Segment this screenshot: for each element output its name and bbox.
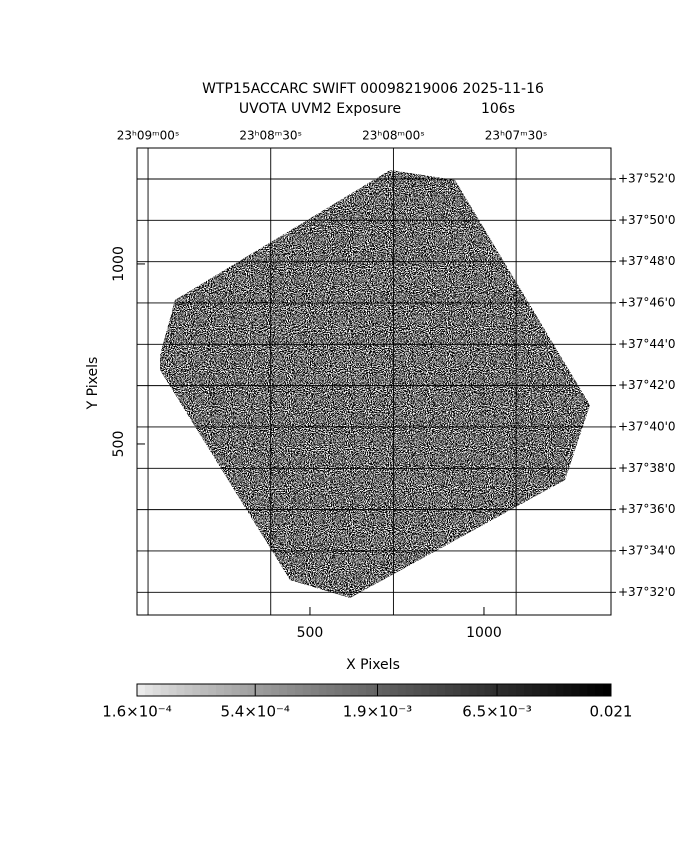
colorbar-cell: [247, 684, 256, 696]
ra-tick-label: 23ʰ08ᵐ30ˢ: [239, 129, 302, 143]
colorbar-cell: [144, 684, 154, 696]
colorbar-cell: [389, 684, 399, 696]
colorbar-cell: [208, 684, 217, 696]
colorbar-cell: [255, 684, 264, 696]
colorbar-cell: [302, 684, 312, 696]
colorbar-cell: [334, 684, 343, 696]
colorbar-cell: [484, 684, 493, 696]
colorbar-cell: [239, 684, 249, 696]
colorbar-cell: [595, 684, 604, 696]
colorbar-cell: [358, 684, 367, 696]
y-axis-label: Y Pixels: [85, 357, 101, 411]
colorbar-cell: [295, 684, 304, 696]
x-tick-label: 1000: [466, 625, 502, 641]
exposure-time: 106s: [481, 101, 515, 117]
colorbar-cell: [271, 684, 280, 696]
colorbar-cell: [563, 684, 572, 696]
dec-tick-label: +37°46'0: [618, 295, 676, 309]
colorbar-cell: [397, 684, 407, 696]
colorbar-cell: [223, 684, 233, 696]
y-tick-label: 1000: [111, 246, 127, 282]
colorbar-cell: [168, 684, 177, 696]
colorbar-cell: [579, 684, 588, 696]
colorbar-cell: [571, 684, 580, 696]
dec-tick-label: +37°34'0: [618, 543, 676, 557]
colorbar-cell: [287, 684, 296, 696]
colorbar-cell: [445, 684, 454, 696]
colorbar-cell: [587, 684, 596, 696]
colorbar-cell: [603, 684, 612, 696]
dec-tick-label: +37°32'0: [618, 585, 676, 599]
colorbar-cell: [555, 684, 565, 696]
colorbar-cell: [152, 684, 162, 696]
ra-tick-label: 23ʰ09ᵐ00ˢ: [117, 129, 180, 143]
colorbar-cell: [350, 684, 359, 696]
colorbar-cell: [532, 684, 541, 696]
dec-tick-label: +37°38'0: [618, 461, 676, 475]
dec-tick-label: +37°42'0: [618, 378, 676, 392]
colorbar-cell: [137, 684, 146, 696]
dec-tick-label: +37°36'0: [618, 502, 676, 516]
chart-subtitle: UVOTA UVM2 Exposure: [239, 101, 401, 117]
colorbar-cell: [231, 684, 241, 696]
colorbar-cell: [468, 684, 478, 696]
colorbar-cell: [524, 684, 533, 696]
colorbar-cell: [310, 684, 320, 696]
colorbar-cell: [547, 684, 557, 696]
colorbar-cell: [216, 684, 225, 696]
colorbar-cell: [279, 684, 288, 696]
plot-frame: [136, 147, 612, 616]
colorbar-tick-label: 5.4×10⁻⁴: [220, 703, 289, 721]
dec-tick-label: +37°40'0: [618, 419, 676, 433]
colorbar-cell: [366, 684, 375, 696]
colorbar-cell: [263, 684, 272, 696]
colorbar-cell: [476, 684, 486, 696]
colorbar-cell: [184, 684, 193, 696]
colorbar-cell: [405, 684, 414, 696]
colorbar-cell: [413, 684, 422, 696]
colorbar-tick-label: 6.5×10⁻³: [462, 703, 531, 721]
colorbar-cell: [539, 684, 549, 696]
colorbar-tick-label: 1.9×10⁻³: [343, 703, 412, 721]
colorbar-cell: [192, 684, 201, 696]
colorbar-cell: [508, 684, 517, 696]
x-tick-label: 500: [297, 625, 324, 641]
ra-tick-label: 23ʰ08ᵐ00ˢ: [362, 129, 425, 143]
chart-title: WTP15ACCARC SWIFT 00098219006 2025-11-16: [202, 81, 544, 97]
colorbar-cell: [176, 684, 185, 696]
colorbar-cell: [453, 684, 462, 696]
colorbar-cell: [381, 684, 391, 696]
colorbar-tick-label: 1.6×10⁻⁴: [102, 703, 171, 721]
colorbar-cell: [500, 684, 509, 696]
y-tick-label: 500: [111, 431, 127, 458]
colorbar-cell: [437, 684, 446, 696]
dec-tick-label: +37°52'0: [618, 171, 676, 185]
colorbar-cell: [421, 684, 430, 696]
colorbar-cell: [342, 684, 351, 696]
colorbar-cell: [160, 684, 170, 696]
colorbar-cell: [429, 684, 438, 696]
colorbar-cell: [460, 684, 470, 696]
colorbar-cell: [318, 684, 328, 696]
ra-tick-label: 23ʰ07ᵐ30ˢ: [485, 129, 548, 143]
x-axis-label: X Pixels: [346, 657, 400, 673]
colorbar-tick-label: 0.021: [590, 703, 633, 721]
dec-tick-label: +37°48'0: [618, 254, 676, 268]
colorbar-cell: [200, 684, 209, 696]
colorbar-cell: [516, 684, 525, 696]
colorbar-cell: [374, 684, 383, 696]
dec-tick-label: +37°44'0: [618, 337, 676, 351]
colorbar-cell: [326, 684, 335, 696]
dec-tick-label: +37°50'0: [618, 213, 676, 227]
